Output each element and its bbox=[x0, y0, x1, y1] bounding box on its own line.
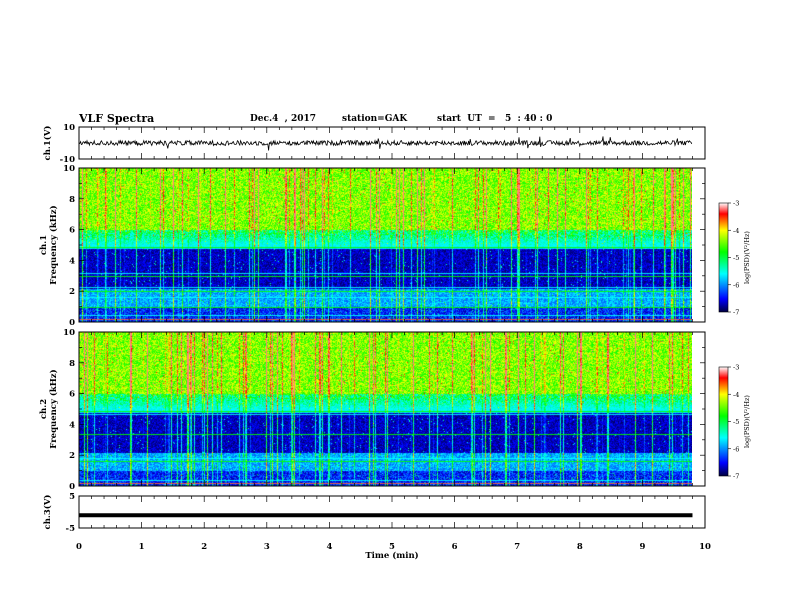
x-tick-label: 9 bbox=[639, 542, 645, 552]
x-tick-label: 4 bbox=[326, 542, 332, 552]
x-tick-label: 2 bbox=[201, 542, 207, 552]
y-tick-label: 10 bbox=[63, 164, 75, 174]
start-time-label: start UT = 5 : 40 : 0 bbox=[437, 114, 553, 124]
ch2-colorbar-tick-label: -7 bbox=[733, 473, 739, 481]
y-tick-label: 0 bbox=[69, 318, 75, 328]
y-tick-label: 0 bbox=[69, 482, 75, 492]
y-tick-label: 10 bbox=[63, 123, 75, 133]
spectrogram-image-1 bbox=[79, 168, 692, 322]
y-tick-label: 10 bbox=[63, 328, 75, 338]
ch1-colorbar-tick-label: -4 bbox=[733, 227, 739, 235]
y-tick-label: 8 bbox=[69, 359, 75, 369]
x-tick-label: 7 bbox=[514, 542, 520, 552]
y-tick-label: 4 bbox=[69, 420, 75, 430]
ch2-colorbar-tick-label: -5 bbox=[733, 418, 739, 426]
station-label: station=GAK bbox=[342, 114, 408, 124]
ch1-colorbar-tick-label: -5 bbox=[733, 254, 739, 262]
y-tick-label: 6 bbox=[69, 390, 75, 400]
x-tick-label: 0 bbox=[76, 542, 82, 552]
ch1-spectrogram-ylabel: ch.1Frequency (kHz) bbox=[39, 205, 59, 284]
x-tick-label: 5 bbox=[389, 542, 395, 552]
y-tick-label: 8 bbox=[69, 195, 75, 205]
ch1-colorbar-tick-label: -3 bbox=[733, 200, 739, 208]
ch2-colorbar-bar bbox=[718, 366, 729, 477]
y-tick-label: 5 bbox=[69, 492, 75, 502]
date-label: Dec.4 , 2017 bbox=[250, 114, 316, 124]
ch2-colorbar-tick-label: -4 bbox=[733, 391, 739, 399]
x-tick-label: 8 bbox=[577, 542, 583, 552]
figure-title: VLF Spectra bbox=[79, 112, 155, 125]
x-tick-label: 3 bbox=[264, 542, 270, 552]
ch1-colorbar-tick-label: -7 bbox=[733, 309, 739, 317]
spectrogram-image-2 bbox=[79, 332, 692, 486]
ch2-spectrogram-ylabel: ch.2Frequency (kHz) bbox=[39, 369, 59, 448]
y-tick-label: 4 bbox=[69, 256, 75, 266]
y-tick-label: 2 bbox=[69, 451, 75, 461]
y-tick-label: -10 bbox=[60, 155, 75, 165]
ch3-waveform-ylabel: ch.3(V) bbox=[42, 495, 53, 530]
ch1-colorbar-tick-label: -6 bbox=[733, 281, 739, 289]
ch2-colorbar-tick-label: -3 bbox=[733, 364, 739, 372]
ch2-colorbar-tick-label: -6 bbox=[733, 445, 739, 453]
ch1-colorbar-bar bbox=[718, 202, 729, 313]
x-axis-title: Time (min) bbox=[365, 550, 418, 561]
ch2-colorbar-label: log(PSD)(V²/Hz) bbox=[743, 395, 751, 448]
x-tick-label: 10 bbox=[699, 542, 711, 552]
y-tick-label: -5 bbox=[66, 524, 76, 534]
x-tick-label: 6 bbox=[452, 542, 458, 552]
ch1-waveform-line bbox=[78, 136, 693, 151]
ch1-waveform-ylabel: ch.1(V) bbox=[42, 126, 53, 161]
y-tick-label: 2 bbox=[69, 287, 75, 297]
x-tick-label: 1 bbox=[139, 542, 145, 552]
y-tick-label: 6 bbox=[69, 226, 75, 236]
ch1-colorbar-label: log(PSD)(V²/Hz) bbox=[743, 231, 751, 284]
